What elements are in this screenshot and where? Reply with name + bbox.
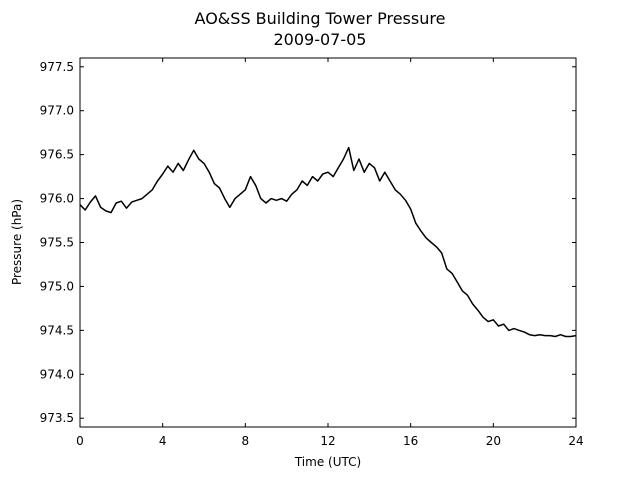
x-tick-label-4: 16 <box>403 434 418 448</box>
chart-subtitle: 2009-07-05 <box>274 30 367 49</box>
x-tick-label-5: 20 <box>486 434 501 448</box>
y-tick-label-3: 975.0 <box>40 279 74 293</box>
y-tick-label-8: 977.5 <box>40 60 74 74</box>
y-tick-label-4: 975.5 <box>40 236 74 250</box>
y-tick-label-6: 976.5 <box>40 148 74 162</box>
x-tick-label-1: 4 <box>159 434 167 448</box>
y-tick-label-7: 977.0 <box>40 104 74 118</box>
tick-labels: 0 4 8 12 16 20 24 973.5 974.0 974.5 975.0 975.5 976.… <box>40 60 584 448</box>
x-tick-label-2: 8 <box>242 434 250 448</box>
y-axis-label: Pressure (hPa) <box>10 199 24 285</box>
x-tick-label-0: 0 <box>76 434 84 448</box>
y-tick-label-5: 976.0 <box>40 192 74 206</box>
axis-ticks <box>79 58 577 427</box>
y-tick-label-1: 974.0 <box>40 367 74 381</box>
y-tick-label-2: 974.5 <box>40 323 74 337</box>
x-tick-label-3: 12 <box>320 434 335 448</box>
plot-frame <box>79 57 577 428</box>
x-tick-label-6: 24 <box>568 434 583 448</box>
chart-title: AO&SS Building Tower Pressure <box>195 9 446 28</box>
y-tick-label-0: 973.5 <box>40 411 74 425</box>
x-axis-label: Time (UTC) <box>294 455 361 469</box>
pressure-series-line <box>79 146 577 338</box>
